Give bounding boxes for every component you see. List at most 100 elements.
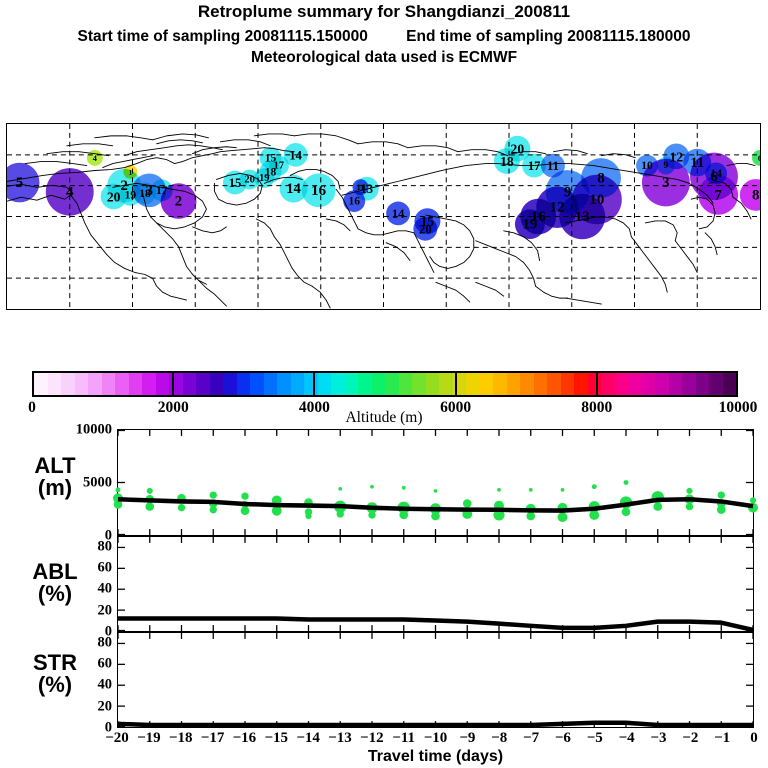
- colorbar-title: Altitude (m): [345, 409, 423, 426]
- map-marker-label: 2: [120, 178, 127, 194]
- x-axis-tick-label: −5: [586, 730, 603, 746]
- colorbar-segment-34: [493, 373, 507, 395]
- map-marker-label: 3: [145, 183, 152, 199]
- x-axis-tick-label: −20: [105, 730, 129, 746]
- panel-label-alt: ALT (m): [0, 453, 110, 500]
- panel-label-str: STR (%): [0, 651, 110, 697]
- panel-label-abl-line2: (%): [37, 581, 73, 607]
- colorbar-tick-label: 0: [28, 399, 36, 416]
- map-marker: 16: [343, 190, 366, 212]
- map-marker-label: 13: [575, 209, 590, 225]
- x-axis-tick-label: −4: [618, 730, 635, 746]
- map-marker-label: 6: [758, 154, 760, 163]
- x-axis-tick-label: 0: [750, 730, 758, 746]
- met-data-label: Meteorological data used is ECMWF: [250, 49, 518, 66]
- map-marker-label: 16: [311, 183, 327, 199]
- colorbar-segment-1: [47, 373, 61, 395]
- colorbar-divider: [172, 371, 175, 397]
- x-axis-tick-label: −8: [491, 730, 508, 746]
- colorbar-segment-16: [250, 373, 264, 395]
- map-retroplume-markers: 2019181715141613201817111211141517181920…: [7, 135, 760, 241]
- colorbar-segment-32: [466, 373, 480, 395]
- colorbar-segment-3: [74, 373, 88, 395]
- colorbar-segment-33: [479, 373, 493, 395]
- alt-axis-ticks: [117, 429, 754, 536]
- map-marker: 19: [514, 209, 545, 240]
- map-marker: 20: [413, 216, 438, 241]
- world-map-panel: 2019181715141613201817111211141517181920…: [6, 123, 761, 310]
- y-axis-tick-label: 5000: [83, 474, 112, 490]
- map-marker: 3: [641, 158, 690, 207]
- map-marker-label: 19: [522, 217, 537, 233]
- colorbar-segment-47: [668, 373, 682, 395]
- y-axis-tick-label: 80: [97, 634, 113, 651]
- world-map-svg: 2019181715141613201817111211141517181920…: [7, 124, 760, 309]
- str-axis-ticks: [117, 633, 754, 728]
- map-marker-label: 3: [662, 175, 669, 191]
- x-axis-tick-label: −2: [682, 730, 699, 746]
- map-marker: 6: [752, 150, 760, 166]
- colorbar-segment-46: [655, 373, 669, 395]
- map-marker: 14: [386, 201, 411, 226]
- map-marker-label: 7: [714, 187, 722, 203]
- y-axis-tick-label: 80: [97, 538, 113, 555]
- map-marker: 14: [283, 142, 308, 167]
- map-marker-label: 14: [392, 207, 405, 221]
- colorbar-segment-0: [34, 373, 48, 395]
- start-time-label: Start time of sampling 20081115.150000: [77, 28, 368, 45]
- map-marker: 18: [493, 148, 520, 174]
- y-axis-tick-label: 60: [97, 559, 113, 576]
- colorbar-segment-20: [304, 373, 318, 395]
- map-marker: 3: [132, 173, 167, 208]
- map-marker-label: 17: [528, 159, 541, 173]
- map-marker-label: 10: [641, 160, 653, 172]
- x-axis-tick-label: −3: [650, 730, 667, 746]
- abl-timeseries-panel: [117, 536, 754, 633]
- map-marker: 17: [522, 153, 547, 178]
- colorbar-tick-label: 8000: [581, 399, 613, 416]
- map-marker-label: 4: [66, 184, 74, 200]
- x-axis-tick-label: −9: [459, 730, 476, 746]
- colorbar-segment-23: [344, 373, 358, 395]
- map-marker-label: 14: [286, 181, 301, 197]
- colorbar-segment-17: [263, 373, 277, 395]
- str-timeseries-panel: [117, 632, 754, 728]
- map-marker-label: 20: [244, 175, 254, 186]
- colorbar-segment-19: [290, 373, 304, 395]
- panel-label-alt-line1: ALT: [34, 453, 76, 478]
- colorbar-segment-4: [88, 373, 102, 395]
- str-trend-line: [117, 720, 753, 728]
- colorbar-segment-44: [628, 373, 642, 395]
- abl-trend-line: [118, 616, 754, 633]
- y-axis-tick-label: 40: [97, 580, 113, 597]
- colorbar-segment-26: [385, 373, 399, 395]
- map-marker-label: 5: [16, 175, 23, 191]
- colorbar-segment-48: [682, 373, 696, 395]
- panel-label-abl-line1: ABL: [32, 559, 78, 584]
- altitude-colorbar: [32, 371, 738, 397]
- colorbar-segment-6: [115, 373, 129, 395]
- colorbar-segment-36: [520, 373, 534, 395]
- colorbar-segment-30: [439, 373, 453, 395]
- y-axis-tick-label: 60: [97, 655, 113, 672]
- map-marker: 4: [86, 150, 103, 166]
- y-axis-tick-label: 20: [97, 698, 113, 715]
- map-marker: 19: [254, 168, 275, 188]
- map-marker: 5: [7, 162, 40, 203]
- colorbar-segment-49: [695, 373, 709, 395]
- colorbar-segment-37: [533, 373, 547, 395]
- map-marker: 14: [279, 174, 308, 203]
- map-gridlines: [7, 124, 760, 309]
- colorbar-segment-35: [506, 373, 520, 395]
- colorbar-segment-39: [560, 373, 574, 395]
- colorbar-segment-41: [587, 373, 601, 395]
- colorbar-segment-10: [169, 373, 183, 395]
- colorbar-tick-label: 10000: [718, 399, 758, 416]
- abl-plot-svg: [117, 537, 754, 633]
- y-axis-tick-label: 10000: [75, 421, 112, 437]
- map-marker: 20: [239, 169, 260, 190]
- colorbar-segment-13: [209, 373, 223, 395]
- x-axis-tick-label: −10: [423, 730, 448, 746]
- colorbar-segment-28: [412, 373, 426, 395]
- x-axis-tick-label: −13: [328, 730, 352, 746]
